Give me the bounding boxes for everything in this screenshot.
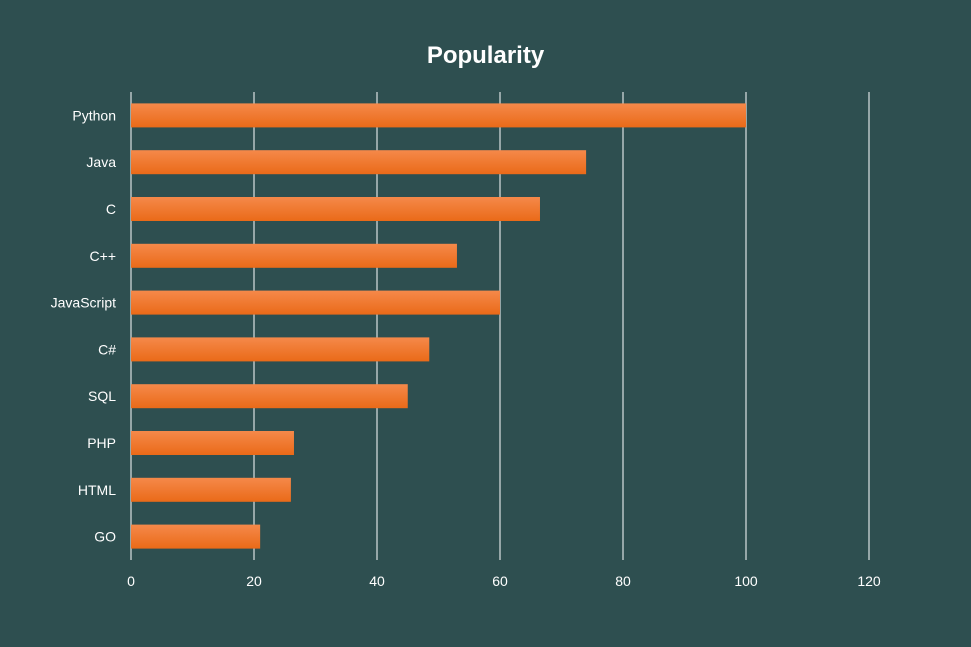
x-tick-label: 100 (734, 573, 758, 589)
category-label: HTML (78, 482, 116, 498)
category-label: C# (98, 341, 116, 357)
category-label: Java (86, 154, 116, 170)
bar-c (131, 197, 540, 221)
chart-title: Popularity (426, 42, 545, 69)
x-tick-label: 120 (857, 573, 881, 589)
bars (131, 103, 746, 549)
x-tick-label: 80 (615, 573, 631, 589)
bar-javascript (131, 290, 500, 315)
category-label: Python (72, 107, 116, 123)
bar-html (131, 477, 291, 502)
x-tick-label: 20 (246, 573, 262, 589)
category-label: GO (94, 529, 116, 545)
bar-php (131, 431, 294, 455)
x-tick-label: 60 (492, 573, 508, 589)
bar-c- (131, 337, 430, 362)
category-label: SQL (88, 388, 116, 404)
category-label: C++ (90, 248, 116, 264)
bar-c- (131, 243, 457, 268)
category-labels: Python Java C C++ JavaScript C# SQL PHP HTML GO (51, 107, 117, 544)
bar-go (131, 524, 261, 549)
category-label: PHP (87, 435, 116, 451)
bar-java (131, 150, 587, 175)
bar-sql (131, 384, 408, 409)
x-tick-labels: 0 20 40 60 80 100 120 (127, 573, 881, 589)
category-label: C (106, 201, 116, 217)
category-label: JavaScript (51, 295, 116, 311)
bar-python (131, 103, 746, 128)
x-tick-label: 40 (369, 573, 385, 589)
x-tick-label: 0 (127, 573, 135, 589)
